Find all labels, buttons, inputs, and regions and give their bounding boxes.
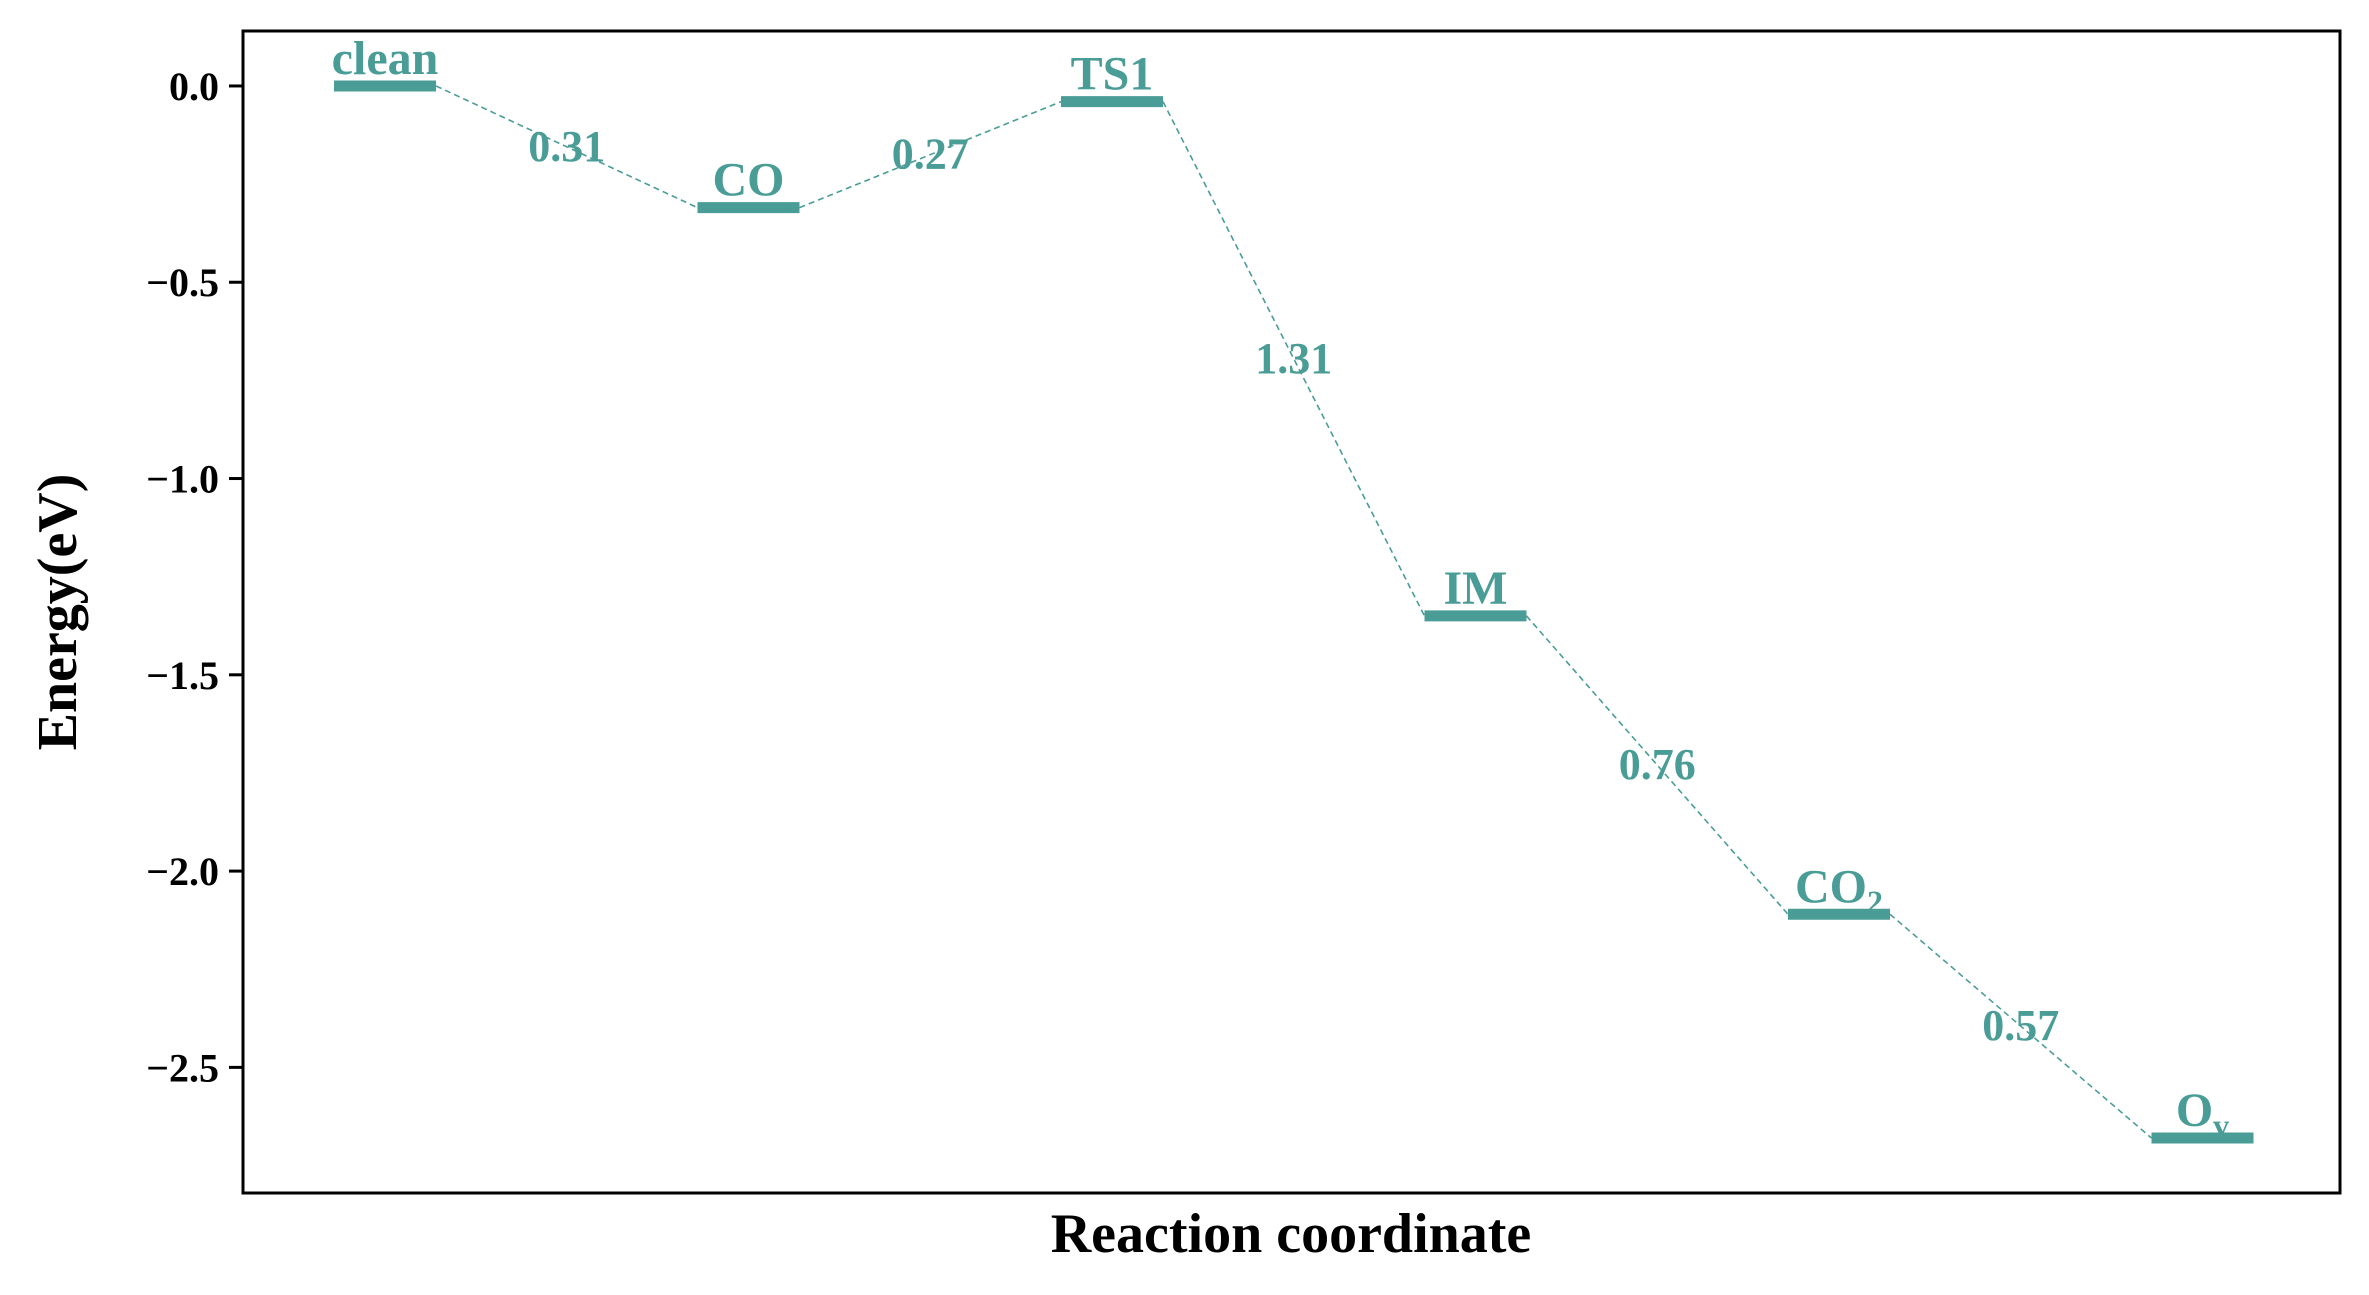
barrier-label: 0.57 [1982, 1001, 2059, 1050]
state-label: CO2 [1795, 860, 1883, 919]
y-axis-title: Energy(eV) [27, 474, 89, 751]
y-tick-label: −1.5 [146, 653, 219, 698]
y-tick-label: −2.5 [146, 1045, 219, 1090]
barrier-label: 0.31 [528, 122, 605, 171]
connector-line [1889, 913, 2153, 1139]
barrier-label: 0.76 [1619, 740, 1696, 789]
state-label: clean [332, 32, 439, 85]
y-tick-label: −0.5 [146, 260, 219, 305]
x-axis-title: Reaction coordinate [1051, 1203, 1532, 1265]
state-label: TS1 [1071, 48, 1154, 101]
plot-frame [241, 29, 2342, 1195]
connector-line [435, 85, 698, 209]
energy-levels [334, 80, 2254, 1144]
y-tick-label: −2.0 [146, 849, 219, 894]
connector-line [799, 100, 1062, 209]
connector-lines [435, 85, 2153, 1139]
connector-line [1162, 101, 1426, 617]
y-axis: 0.0 −0.5 −1.0 −1.5 −2.0 −2.5 [146, 64, 243, 1090]
state-label: Ov [2176, 1084, 2229, 1143]
barrier-label: 0.27 [892, 130, 969, 179]
state-labels: clean CO TS1 IM CO2 Ov [332, 32, 2229, 1143]
barrier-label: 1.31 [1255, 334, 1332, 383]
connector-line [1525, 615, 1789, 915]
y-tick-label: −1.0 [146, 457, 219, 502]
state-label: IM [1444, 562, 1508, 615]
barrier-labels: 0.31 0.27 1.31 0.76 0.57 [528, 122, 2059, 1050]
y-tick-label: 0.0 [169, 64, 219, 109]
state-label: CO [713, 154, 785, 207]
